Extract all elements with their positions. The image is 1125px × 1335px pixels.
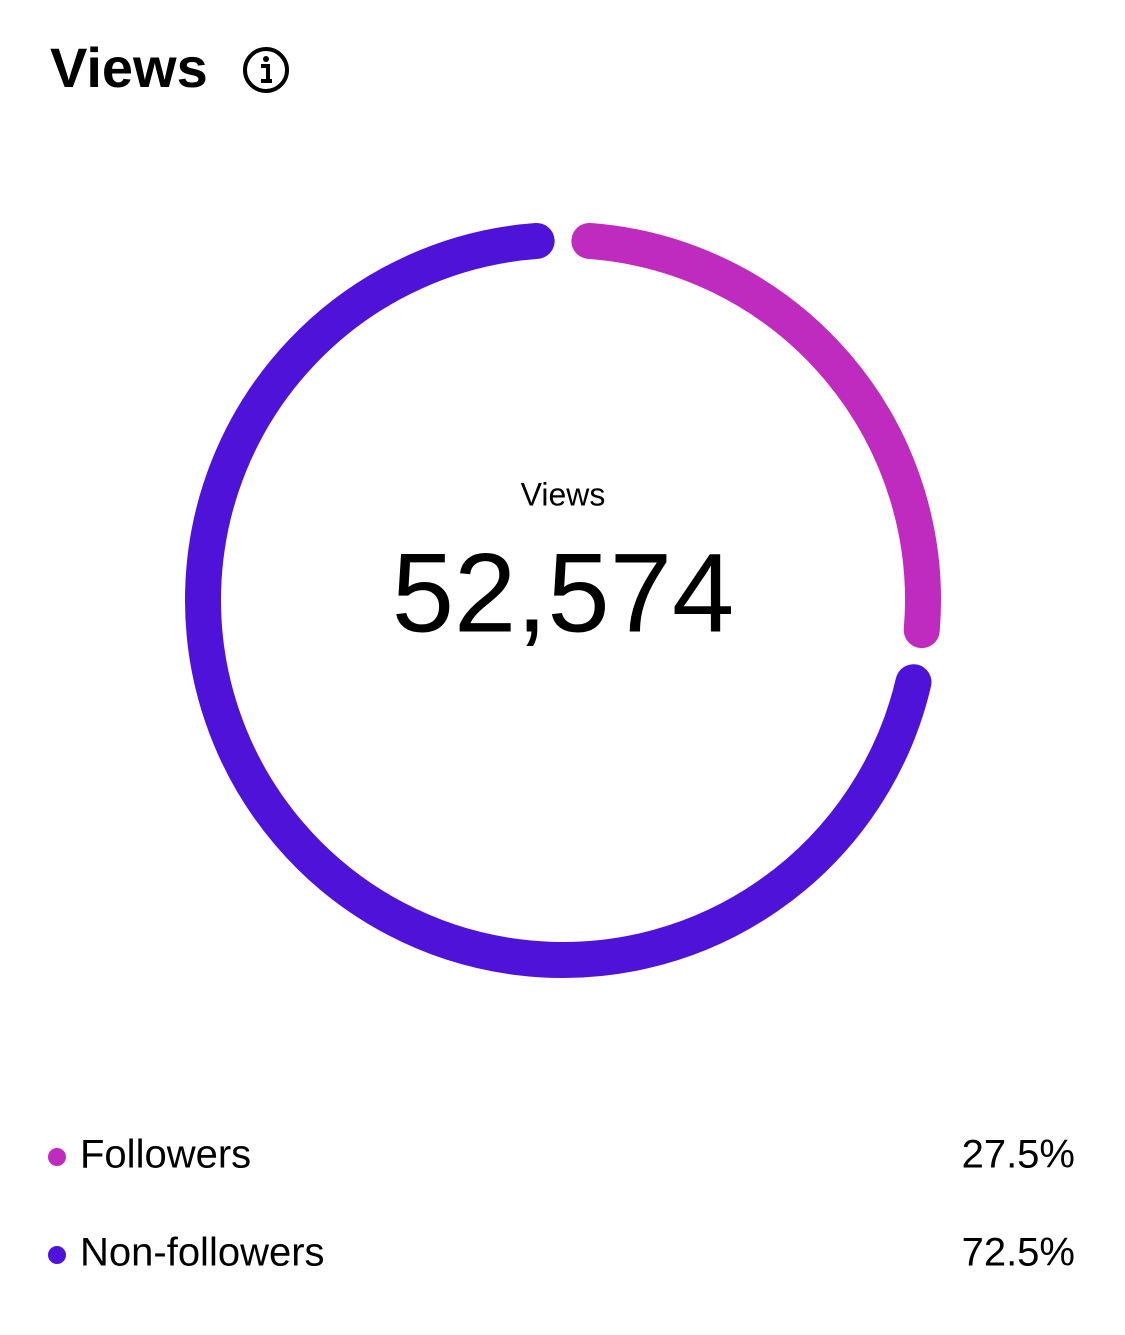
center-label: Views (521, 476, 606, 512)
center-value: 52,574 (392, 531, 735, 656)
legend-dot (48, 1148, 66, 1166)
donut-segment (571, 222, 941, 649)
legend-value: 72.5% (962, 1231, 1075, 1275)
info-dot (263, 56, 269, 62)
legend-value: 27.5% (962, 1133, 1075, 1177)
chart-title: Views (50, 36, 208, 99)
legend-label: Non-followers (80, 1231, 325, 1275)
legend-dot (48, 1246, 66, 1264)
info-icon[interactable] (243, 47, 289, 93)
legend-label: Followers (80, 1133, 251, 1177)
info-circle (243, 47, 289, 93)
info-stem (261, 64, 272, 83)
donut-segment (185, 222, 932, 978)
